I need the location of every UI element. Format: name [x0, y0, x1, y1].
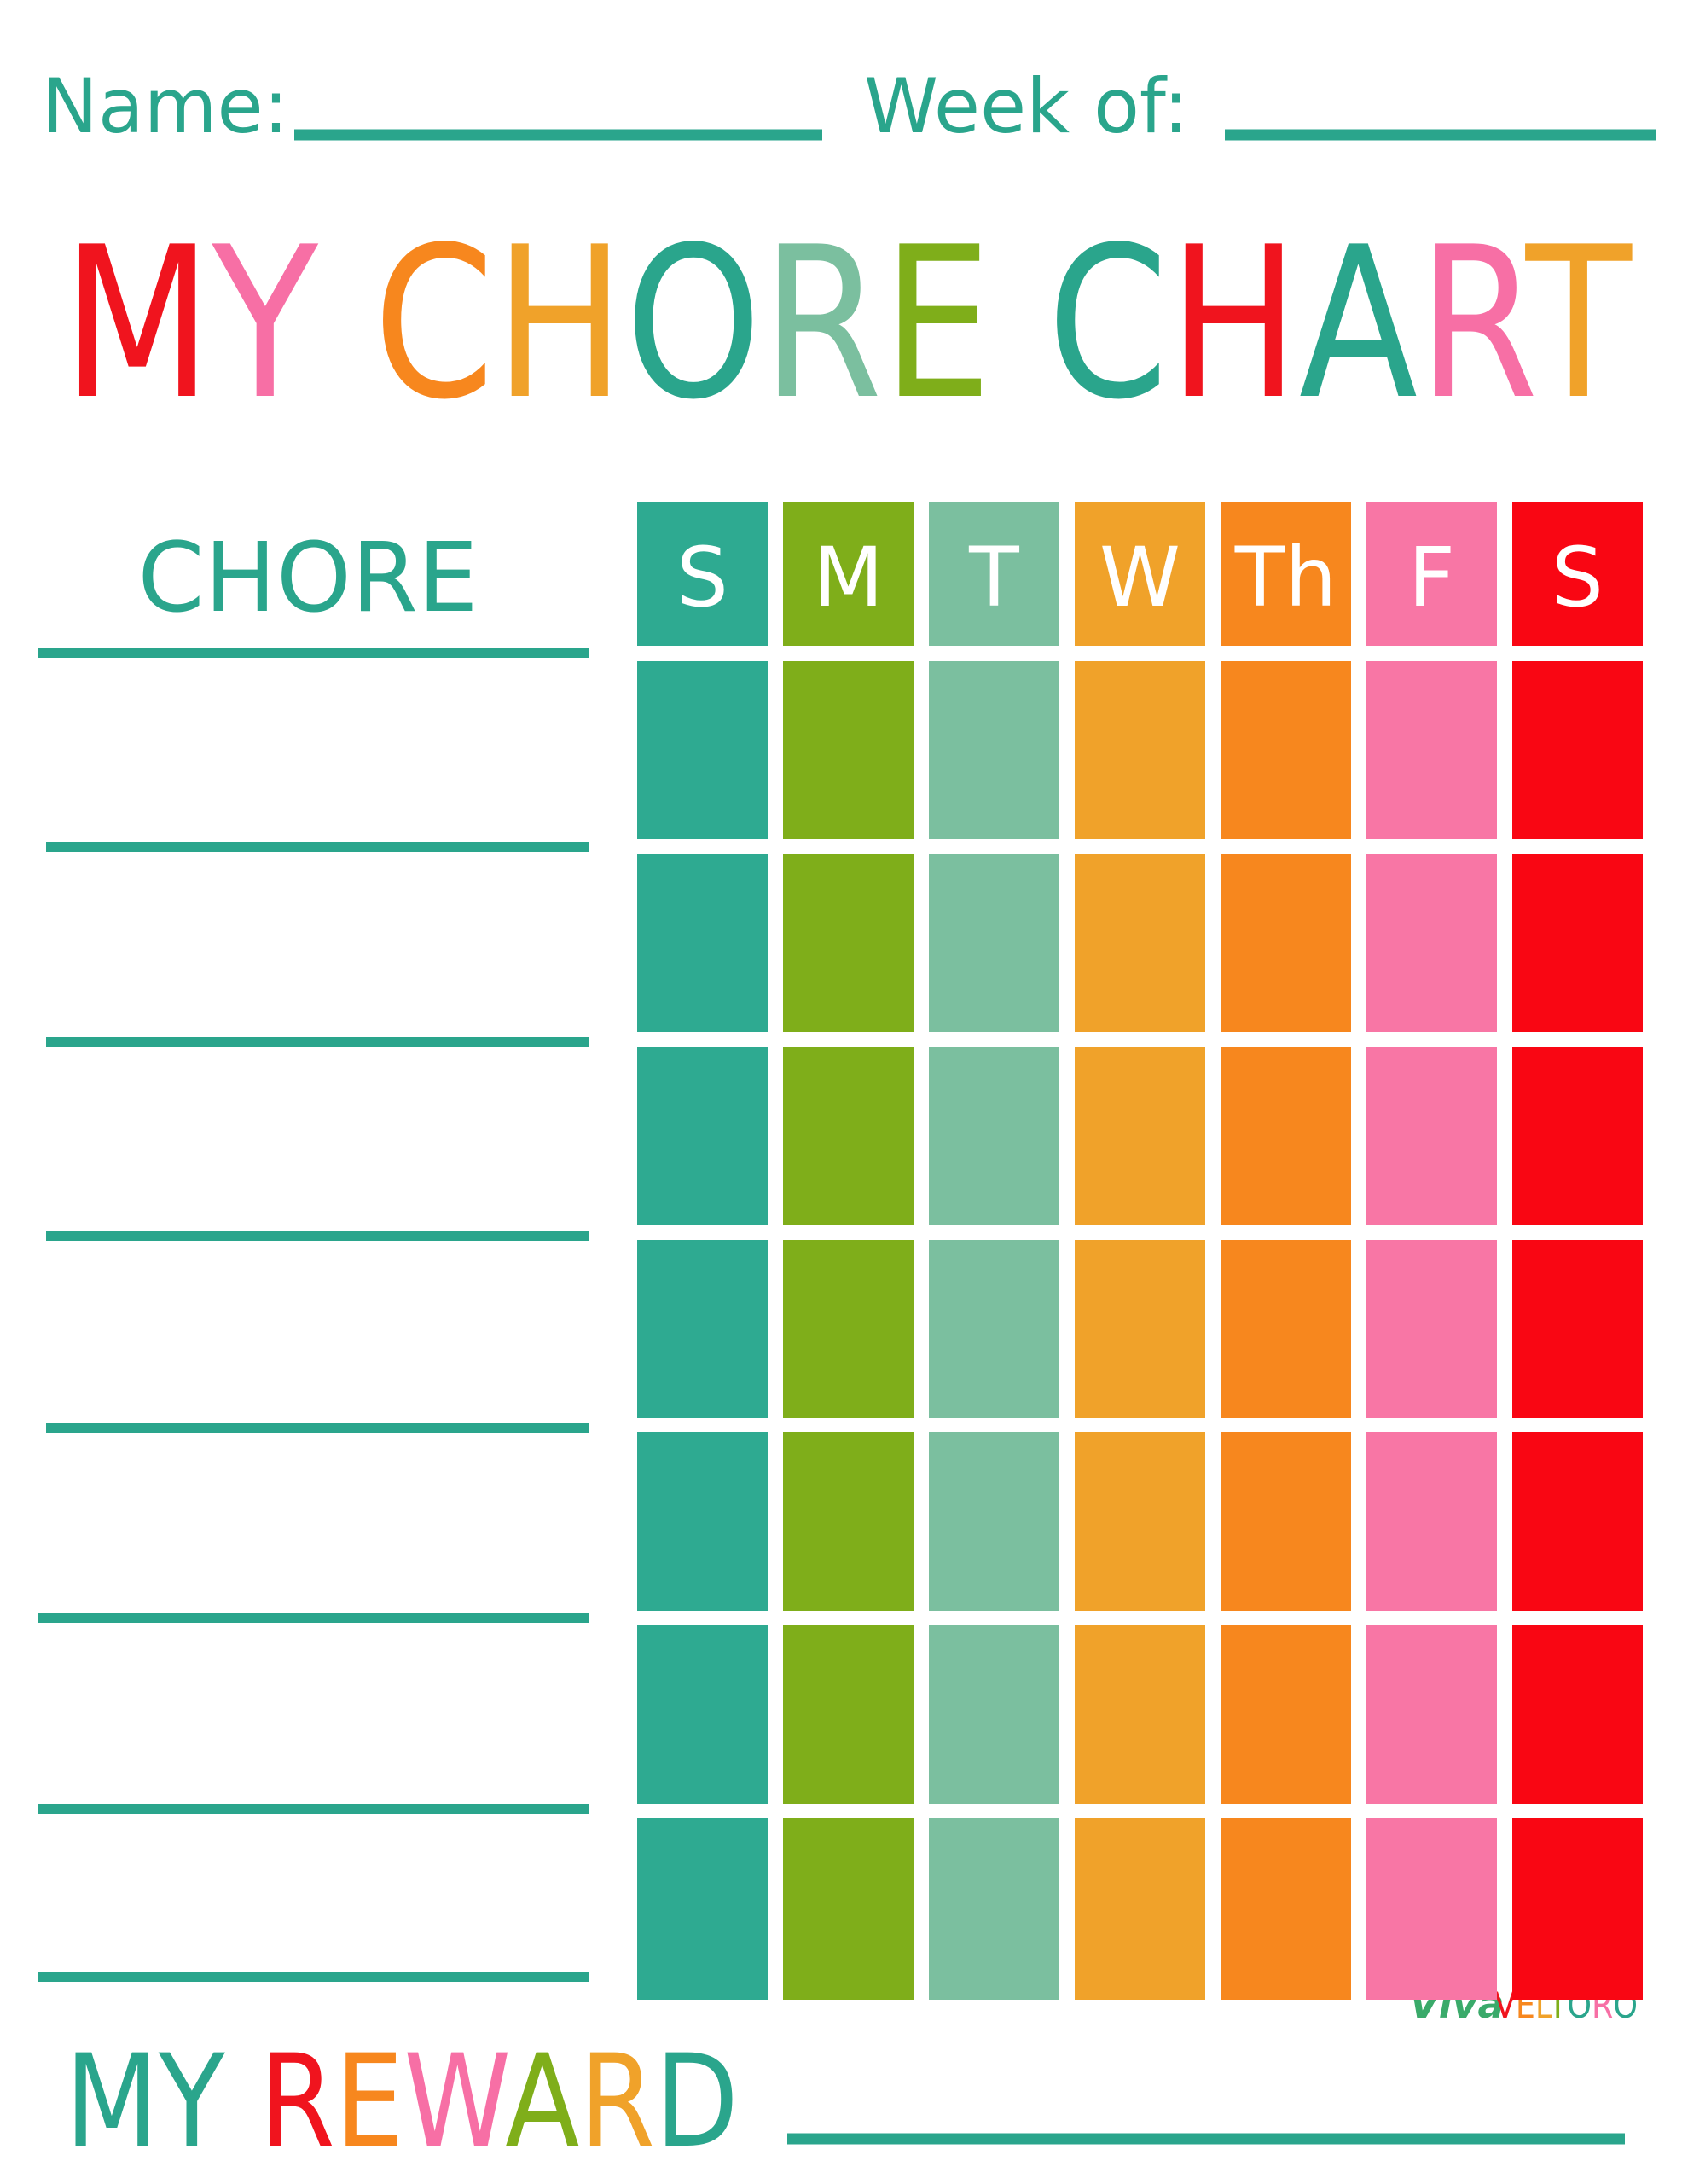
checkbox-cell [637, 1047, 768, 1225]
checkbox-cell [783, 1625, 914, 1804]
checkbox-cell [783, 1240, 914, 1418]
day-label: T [968, 530, 1019, 625]
chore-header: CHORE [137, 523, 478, 634]
checkbox-cell [1366, 1047, 1497, 1225]
checkbox-cell [783, 1047, 914, 1225]
title: MY CHORE CHART [62, 202, 1633, 445]
checkbox-cell [1512, 1625, 1643, 1804]
checkbox-cell [783, 661, 914, 839]
checkbox-cell [1512, 661, 1643, 839]
day-label: F [1408, 530, 1455, 625]
checkbox-cell [1221, 1432, 1351, 1611]
checkbox-cell [637, 661, 768, 839]
checkbox-cell [1366, 661, 1497, 839]
day-header-cell [1221, 502, 1351, 646]
day-header-cell [1366, 502, 1497, 646]
checkbox-cell [1221, 854, 1351, 1032]
name-label: Name: [42, 62, 288, 150]
checkbox-cell [929, 1625, 1059, 1804]
checkbox-cell [929, 854, 1059, 1032]
day-label: M [813, 530, 884, 625]
day-label: S [1552, 530, 1604, 625]
day-header-cell [1075, 502, 1205, 646]
checkbox-cell [637, 1625, 768, 1804]
checkbox-cell [783, 854, 914, 1032]
checkbox-cell [1075, 1818, 1205, 2000]
checkbox-cell [1221, 661, 1351, 839]
checkbox-cell [1221, 1818, 1351, 2000]
checkbox-cell [1512, 1240, 1643, 1418]
checkbox-cell [1366, 1625, 1497, 1804]
checkbox-cell [1366, 1432, 1497, 1611]
checkbox-cell [637, 1432, 768, 1611]
day-header-cell [783, 502, 914, 646]
day-header-cell [1512, 502, 1643, 646]
checkbox-cell [929, 1432, 1059, 1611]
checkbox-cell [1512, 1818, 1643, 2000]
day-label: W [1099, 530, 1180, 625]
checkbox-cell [637, 1818, 768, 2000]
checkbox-cell [929, 1240, 1059, 1418]
checkbox-cell [783, 1432, 914, 1611]
checkbox-cell [1075, 854, 1205, 1032]
reward-label: MY REWARD [65, 2028, 739, 2176]
checkbox-cell [637, 854, 768, 1032]
checkbox-cell [1512, 854, 1643, 1032]
checkbox-cell [1221, 1047, 1351, 1225]
checkbox-cell [1366, 1240, 1497, 1418]
checkbox-cell [1366, 854, 1497, 1032]
week-label: Week of: [864, 62, 1188, 150]
checkbox-cell [1075, 1625, 1205, 1804]
checkbox-cell [1366, 1818, 1497, 2000]
day-header-cell [637, 502, 768, 646]
checkbox-cell [1221, 1240, 1351, 1418]
checkbox-cell [929, 1818, 1059, 2000]
checkbox-cell [929, 661, 1059, 839]
checkbox-cell [1075, 1240, 1205, 1418]
checkbox-cell [783, 1818, 914, 2000]
checkbox-cell [1221, 1625, 1351, 1804]
checkbox-cell [1512, 1047, 1643, 1225]
checkbox-cell [1075, 661, 1205, 839]
checkbox-cell [929, 1047, 1059, 1225]
checkbox-cell [1075, 1432, 1205, 1611]
checkbox-cell [637, 1240, 768, 1418]
day-label: Th [1234, 530, 1337, 625]
day-label: S [676, 530, 728, 625]
day-header-cell [929, 502, 1059, 646]
checkbox-cell [1075, 1047, 1205, 1225]
checkbox-cell [1512, 1432, 1643, 1611]
